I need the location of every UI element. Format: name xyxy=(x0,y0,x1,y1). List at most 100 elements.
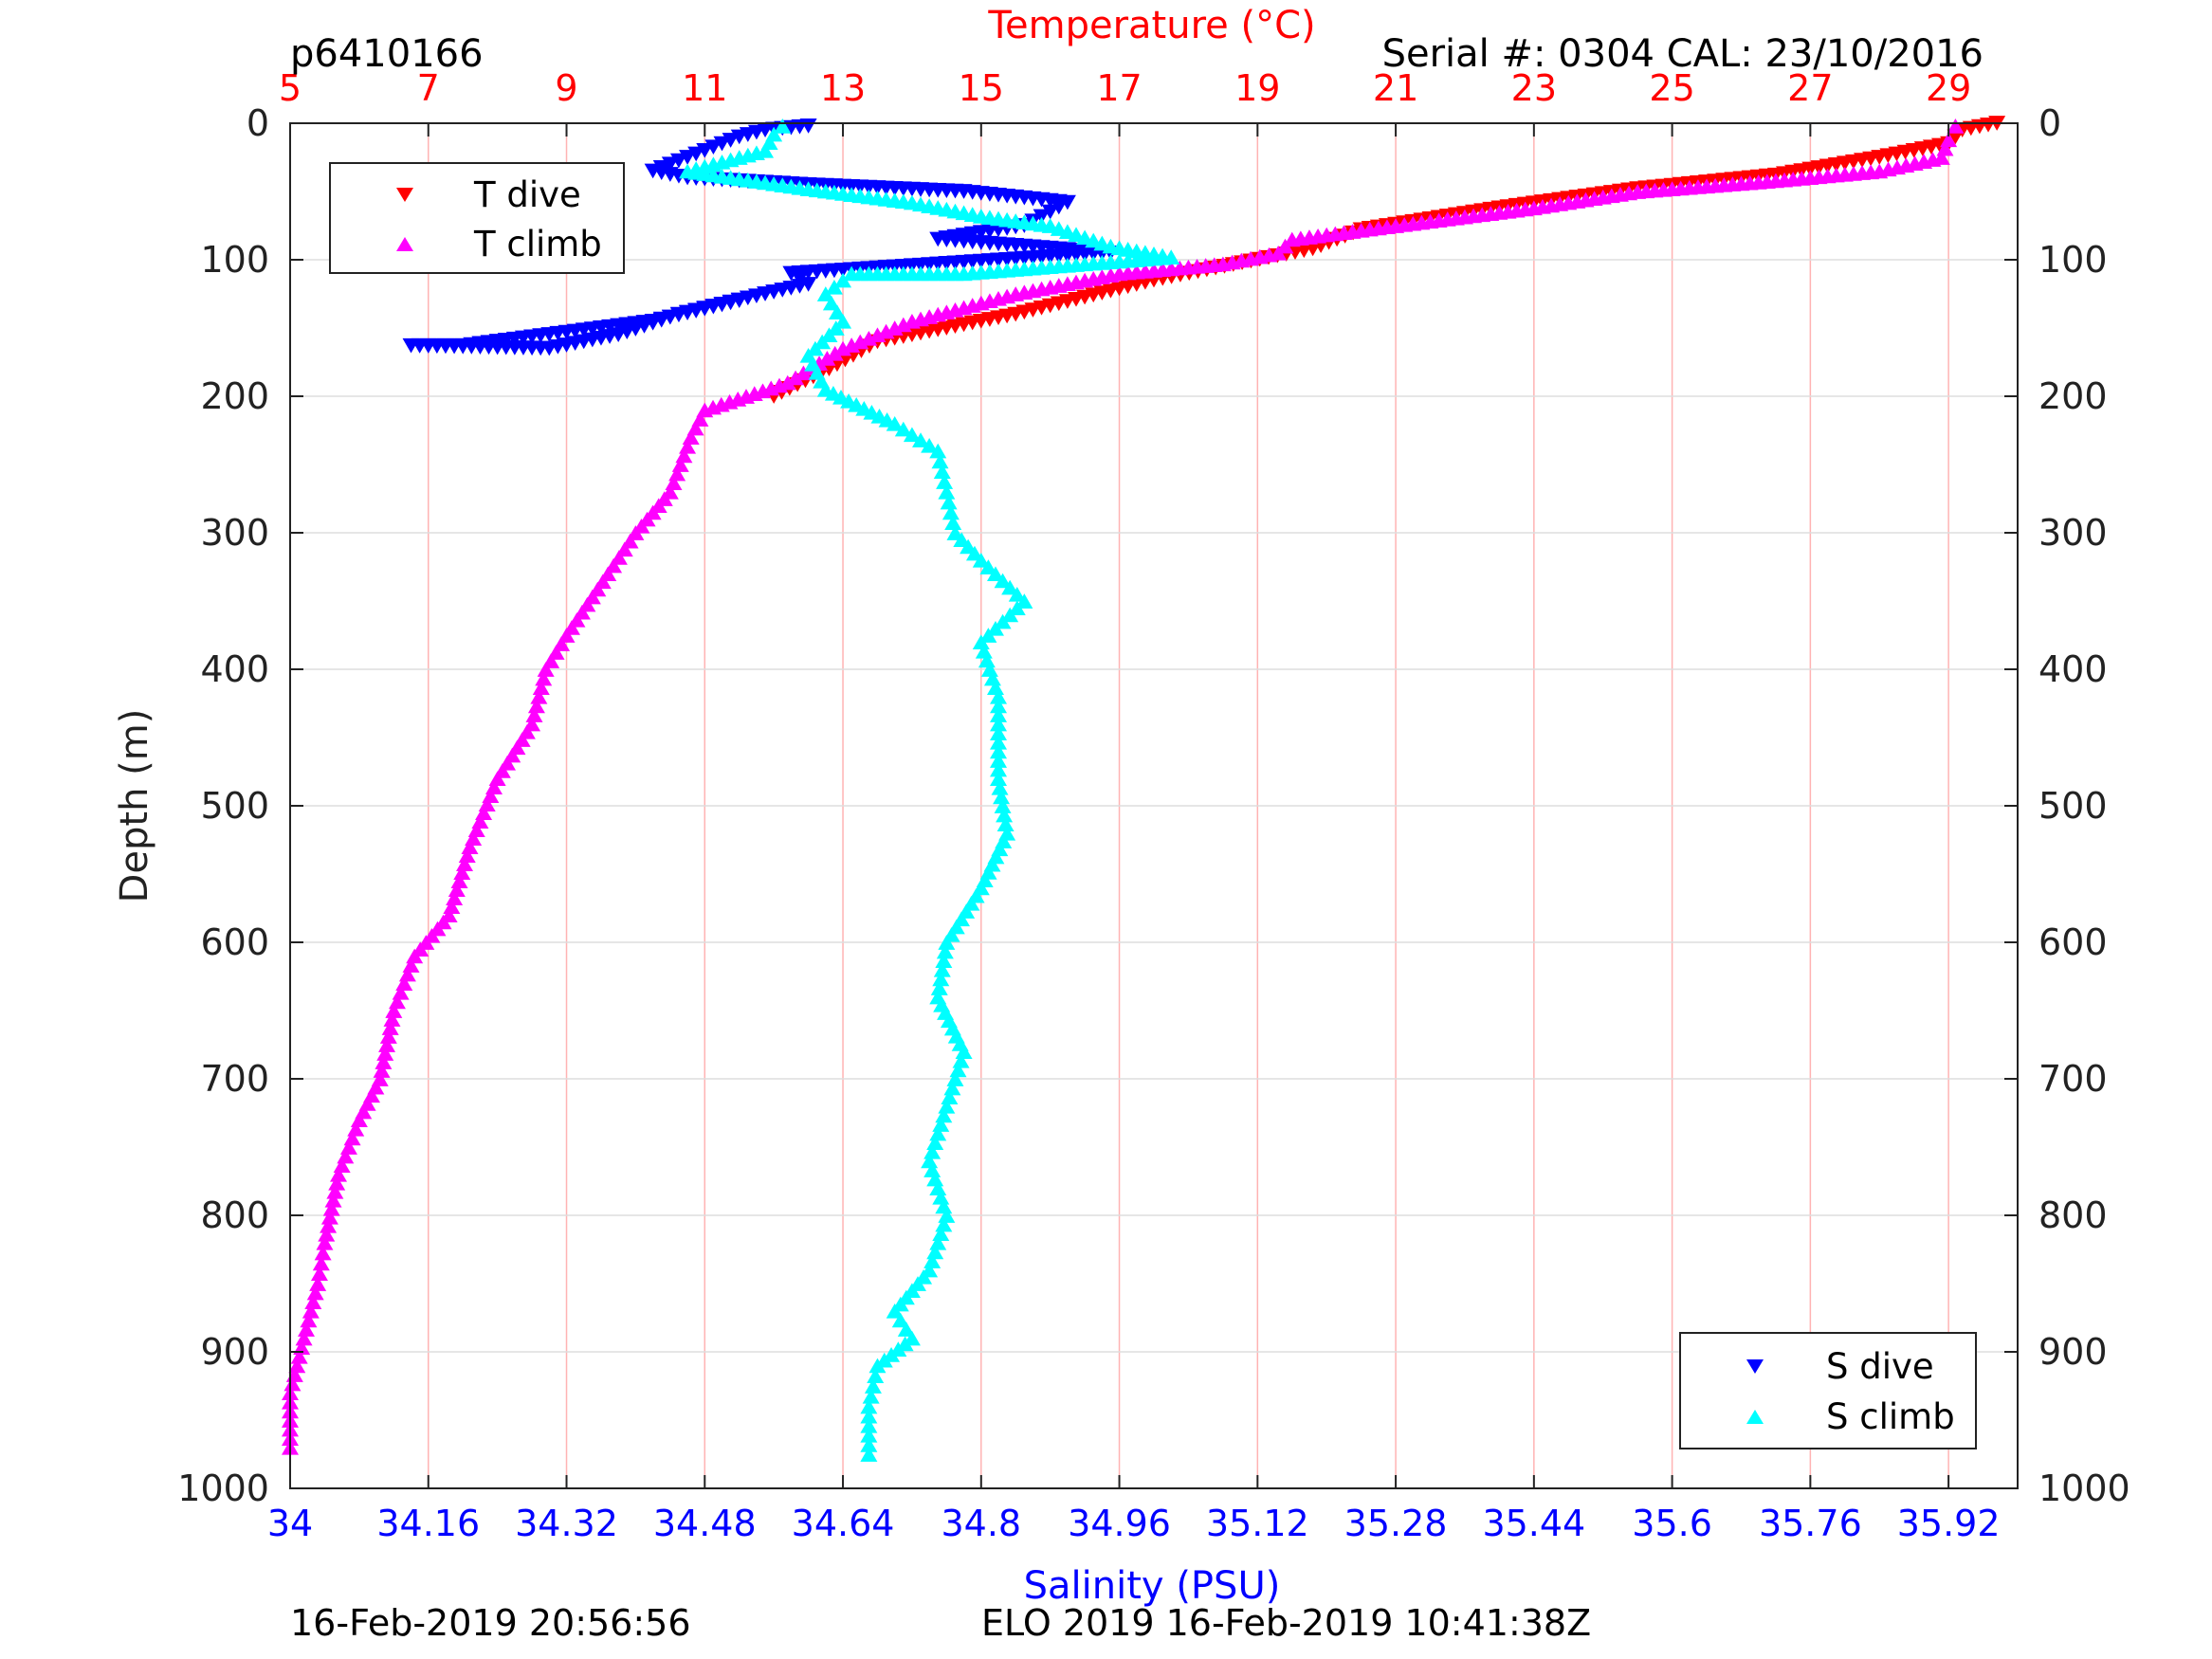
legend-label-t-dive: T dive xyxy=(473,174,581,215)
data-point xyxy=(952,1052,970,1068)
temperature-tick-label: 27 xyxy=(1787,67,1833,109)
data-point xyxy=(1041,204,1059,220)
data-point xyxy=(990,734,1008,750)
depth-tick-label-right: 100 xyxy=(2038,239,2108,281)
data-point xyxy=(532,680,550,696)
data-point xyxy=(820,327,838,343)
data-point xyxy=(330,1166,348,1182)
data-point xyxy=(935,1216,953,1232)
data-point xyxy=(787,370,805,386)
axis-layer: 5 7 9 11 13 15 17 19 21 23 25 27 29 34 34.16 34.32 34.48… xyxy=(177,67,2130,1544)
data-point xyxy=(993,789,1011,805)
data-point xyxy=(816,286,834,301)
depth-tick-label-left: 900 xyxy=(200,1331,269,1373)
data-point xyxy=(443,899,461,915)
data-point xyxy=(326,1183,344,1199)
data-point xyxy=(996,816,1015,832)
data-point xyxy=(929,443,947,459)
data-point xyxy=(860,1417,878,1433)
depth-tick-label-right: 400 xyxy=(2038,648,2108,690)
salinity-tick-label: 35.28 xyxy=(1344,1503,1448,1544)
series-s-dive xyxy=(402,118,1120,356)
data-point xyxy=(986,680,1004,696)
data-point xyxy=(897,1322,915,1337)
data-point xyxy=(867,1368,885,1384)
data-point xyxy=(782,265,800,282)
data-point xyxy=(1008,600,1026,616)
data-point xyxy=(886,1303,904,1319)
data-point xyxy=(972,634,990,650)
data-point xyxy=(860,1447,878,1462)
legend-marker-t-dive xyxy=(396,188,413,202)
data-point xyxy=(990,725,1008,741)
data-point xyxy=(290,1348,308,1364)
depth-tick-label-right: 700 xyxy=(2038,1058,2108,1100)
data-point xyxy=(834,313,852,329)
depth-tick-label-left: 500 xyxy=(200,785,269,827)
salinity-tick-label: 35.44 xyxy=(1482,1503,1585,1544)
data-point xyxy=(990,743,1008,759)
data-point xyxy=(1283,231,1301,247)
data-point xyxy=(834,272,852,288)
temperature-tick-label: 5 xyxy=(279,67,302,109)
data-point xyxy=(381,1020,399,1035)
data-point xyxy=(933,464,951,480)
data-point xyxy=(328,1175,346,1191)
data-point xyxy=(923,1253,941,1268)
data-point xyxy=(994,573,1012,589)
data-point xyxy=(991,779,1009,795)
salinity-tick-label: 34.96 xyxy=(1068,1503,1171,1544)
legend-label-s-climb: S climb xyxy=(1826,1396,1955,1437)
data-point xyxy=(818,351,836,366)
data-point xyxy=(316,1234,334,1250)
data-point xyxy=(320,1217,338,1233)
footer-center-label: ELO 2019 16-Feb-2019 10:41:38Z xyxy=(981,1602,1591,1644)
data-point xyxy=(376,1046,394,1061)
depth-tick-label-left: 1000 xyxy=(177,1468,269,1509)
data-point xyxy=(938,483,956,500)
series-t-climb xyxy=(282,118,1965,1455)
data-point xyxy=(446,890,464,906)
legend-marker-t-climb xyxy=(396,237,413,251)
header-serial-label: Serial #: 0304 CAL: 23/10/2016 xyxy=(1382,32,1983,76)
salinity-tick-label: 34.32 xyxy=(515,1503,618,1544)
data-point xyxy=(385,1003,403,1018)
salinity-tick-label: 34.8 xyxy=(941,1503,1021,1544)
temperature-tick-label: 11 xyxy=(682,67,727,109)
header-id-label: p6410166 xyxy=(290,32,484,76)
data-point xyxy=(926,1244,944,1260)
data-point xyxy=(935,953,953,969)
data-point xyxy=(1033,209,1051,225)
data-point xyxy=(891,1312,909,1328)
temperature-tick-label: 13 xyxy=(820,67,866,109)
data-point xyxy=(929,1234,947,1250)
data-point xyxy=(1001,579,1019,595)
temperature-tick-label: 23 xyxy=(1511,67,1557,109)
footer-left-label: 16-Feb-2019 20:56:56 xyxy=(290,1602,691,1644)
data-point xyxy=(980,662,998,677)
data-point xyxy=(938,1098,956,1114)
data-point xyxy=(929,1180,947,1196)
temperature-tick-label: 25 xyxy=(1649,67,1694,109)
data-point xyxy=(860,1398,878,1414)
data-point xyxy=(314,1245,332,1261)
salinity-tick-label: 35.6 xyxy=(1632,1503,1712,1544)
data-point xyxy=(944,515,962,531)
depth-tick-label-left: 300 xyxy=(200,512,269,554)
data-point xyxy=(295,1330,313,1346)
data-point xyxy=(806,340,824,356)
depth-axis-title: Depth (m) xyxy=(113,709,156,903)
data-point xyxy=(283,1376,302,1392)
data-point xyxy=(923,1162,941,1177)
data-point xyxy=(318,1226,336,1242)
data-point xyxy=(373,1063,391,1078)
depth-tick-label-left: 400 xyxy=(200,648,269,690)
data-point xyxy=(456,856,474,872)
data-point xyxy=(1947,118,1965,134)
data-point xyxy=(932,1226,950,1242)
salinity-tick-label: 34.64 xyxy=(792,1503,895,1544)
data-point xyxy=(306,1285,324,1301)
data-point xyxy=(990,698,1008,714)
depth-tick-label-left: 700 xyxy=(200,1058,269,1100)
